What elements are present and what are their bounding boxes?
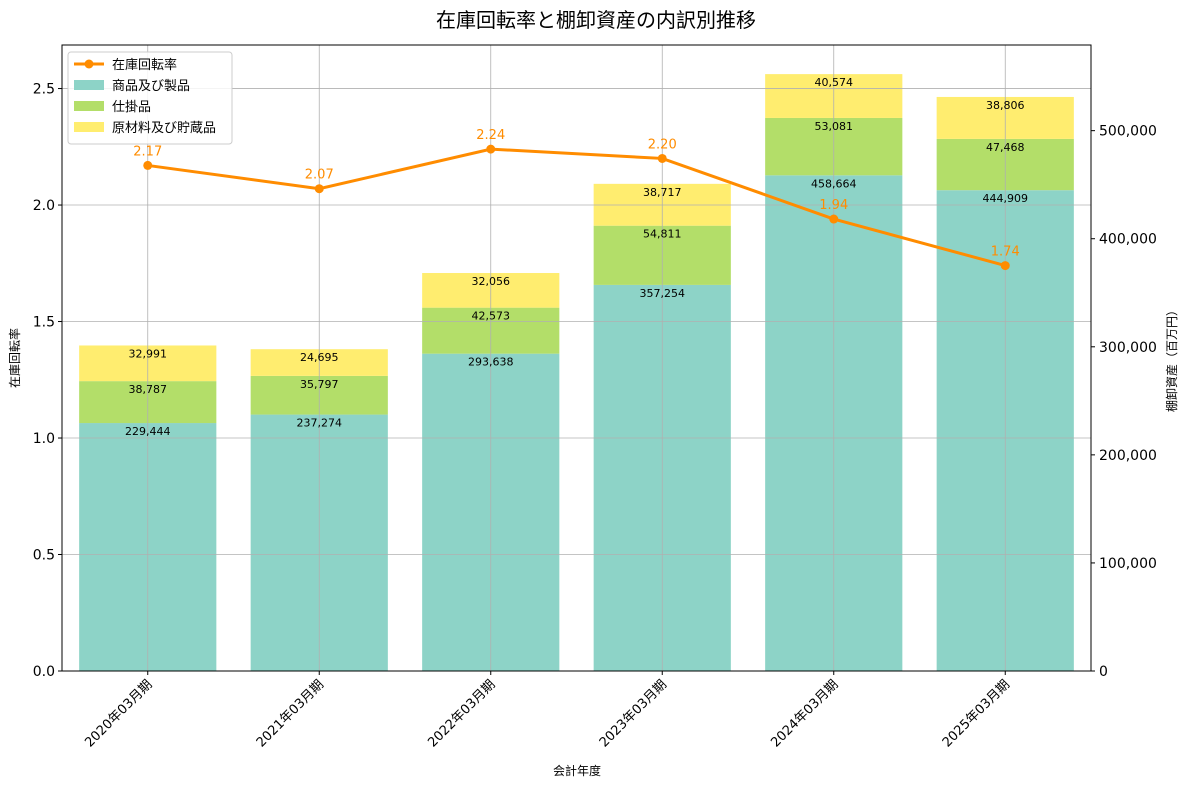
grid-layer [62, 45, 1091, 672]
bar-data-label: 35,797 [300, 378, 339, 391]
bar-data-label: 293,638 [468, 356, 514, 369]
y-left-tick-label: 1.0 [33, 431, 55, 447]
bar-data-label: 24,695 [300, 351, 339, 364]
turnover-point [1000, 261, 1010, 271]
x-tick-label: 2021年03月期 [254, 677, 327, 750]
line-layer: 2.17 2.07 2.24 2.20 1.94 1.74 [133, 128, 1020, 271]
turnover-line [147, 147, 1006, 268]
bar-data-label: 444,909 [983, 192, 1029, 205]
bar-data-label: 47,468 [986, 141, 1025, 154]
bar-data-label: 229,444 [125, 425, 171, 438]
legend-bar-swatch [74, 80, 104, 90]
bar-data-label: 38,806 [986, 99, 1025, 112]
turnover-value-label: 1.74 [991, 245, 1020, 260]
legend-line-marker [84, 59, 94, 69]
y-right-tick-label: 100,000 [1099, 556, 1157, 572]
turnover-value-label: 2.20 [648, 137, 677, 152]
bar-data-label: 357,254 [640, 287, 686, 300]
turnover-value-label: 2.17 [133, 144, 162, 159]
y-right-tick-label: 300,000 [1099, 340, 1157, 356]
bar-data-label: 38,717 [643, 186, 682, 199]
legend-label: 仕掛品 [112, 100, 151, 115]
turnover-value-label: 1.94 [819, 198, 848, 213]
turnover-point [314, 184, 324, 194]
y-axis-right-label: 棚卸資産（百万円） [1164, 304, 1179, 412]
y-right-tick-label: 0 [1099, 664, 1108, 680]
bar-data-label: 53,081 [815, 120, 854, 133]
legend-bar-swatch [74, 122, 104, 132]
bar-data-label: 32,991 [129, 347, 168, 360]
bar-data-label: 42,573 [472, 310, 511, 323]
turnover-point [143, 160, 153, 170]
turnover-value-label: 2.07 [305, 168, 334, 183]
chart-title: 在庫回転率と棚卸資産の内訳別推移 [436, 8, 756, 32]
legend-bar-swatch [74, 101, 104, 111]
x-tick-label: 2025年03月期 [940, 677, 1013, 750]
y-left-tick-label: 0.5 [33, 548, 55, 564]
turnover-point [829, 214, 839, 224]
bar-data-label: 54,811 [643, 228, 682, 241]
bar-labels-layer: 229,444 38,787 32,991 237,274 35,797 24,695 29… [125, 76, 1028, 438]
plot-frame [61, 44, 1092, 672]
x-tick-label: 2022年03月期 [425, 677, 498, 750]
bar-data-label: 38,787 [129, 383, 168, 396]
legend-label: 在庫回転率 [112, 57, 177, 73]
turnover-point [657, 153, 667, 163]
bar-data-label: 32,056 [472, 275, 511, 288]
legend-box [67, 51, 233, 145]
y-axis-left-label: 在庫回転率 [7, 328, 22, 388]
x-axis-label: 会計年度 [553, 763, 601, 778]
y-right-tick-label: 200,000 [1099, 448, 1157, 464]
x-tick-label: 2024年03月期 [768, 677, 841, 750]
bars-layer [79, 74, 1074, 672]
x-tick-label: 2020年03月期 [82, 677, 155, 750]
turnover-value-label: 2.24 [476, 128, 505, 143]
y-right-tick-label: 500,000 [1099, 124, 1157, 140]
bar-data-label: 40,574 [815, 76, 854, 89]
bar-data-label: 237,274 [297, 417, 343, 430]
legend-label: 原材料及び貯蔵品 [112, 121, 216, 136]
y-left-tick-label: 0.0 [33, 664, 55, 680]
y-left-tick-label: 2.5 [33, 82, 55, 98]
y-left-tick-label: 1.5 [33, 315, 55, 331]
turnover-point [486, 144, 496, 154]
y-left-tick-label: 2.0 [33, 198, 55, 214]
x-tick-label: 2023年03月期 [597, 677, 670, 750]
legend-label: 商品及び製品 [112, 79, 190, 94]
bar-data-label: 458,664 [811, 177, 857, 190]
y-right-tick-label: 400,000 [1099, 232, 1157, 248]
